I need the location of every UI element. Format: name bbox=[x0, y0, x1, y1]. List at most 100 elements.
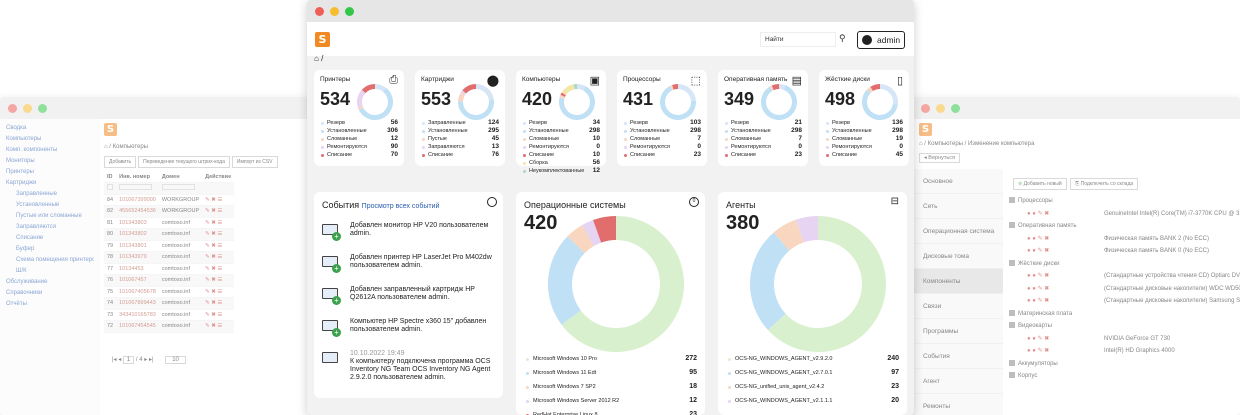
donut-slice[interactable] bbox=[577, 84, 586, 91]
donut-slice[interactable] bbox=[361, 84, 375, 94]
filter-input[interactable] bbox=[119, 184, 153, 191]
minimize-dot[interactable] bbox=[23, 103, 32, 113]
sidebar-item[interactable]: Пустые или сломанные bbox=[16, 213, 82, 219]
stat-card[interactable]: Картриджи ⬤ 553 Заправленные 124 Установленны… bbox=[415, 70, 505, 166]
sidebar-item[interactable]: Заправляются bbox=[16, 224, 56, 230]
toolbar-button[interactable]: Добавить bbox=[104, 156, 137, 168]
donut-slice[interactable] bbox=[773, 219, 804, 251]
component-actions[interactable]: ● ● ✎ ✖ bbox=[1027, 335, 1050, 342]
sidebar-item[interactable]: Мониторы bbox=[6, 158, 35, 164]
pager-next[interactable]: ▸ ▸| bbox=[144, 357, 154, 363]
edit-menu-item[interactable]: Компоненты bbox=[913, 269, 1003, 294]
row-actions[interactable]: ✎ ✖ ☰ bbox=[202, 274, 235, 287]
cell-inv[interactable]: 343410165783 bbox=[116, 309, 159, 321]
component-actions[interactable]: ● ● ✎ ✖ bbox=[1027, 273, 1050, 279]
donut-slice[interactable] bbox=[561, 216, 684, 352]
table-row[interactable]: 72 101067454545 comtoso.inf ✎ ✖ ☰ bbox=[104, 320, 235, 333]
close-dot[interactable] bbox=[8, 103, 17, 113]
sidebar-item[interactable]: Ш/К bbox=[16, 268, 27, 274]
stat-card[interactable]: Компьютеры ▣ 420 Резерв 34 Установленные 298 Сл… bbox=[516, 70, 606, 174]
edit-menu-item[interactable]: Программы bbox=[913, 319, 1003, 344]
user-menu-button[interactable]: admin bbox=[857, 31, 905, 49]
edit-menu-item[interactable]: Операционная система bbox=[913, 219, 1003, 244]
cell-inv[interactable]: 101067454545 bbox=[116, 320, 159, 333]
toolbar-button[interactable]: Переведение текущего штрих-кода bbox=[138, 156, 230, 168]
cell-inv[interactable]: 10134453 bbox=[116, 263, 159, 275]
donut-slice[interactable] bbox=[458, 92, 465, 102]
sidebar-item[interactable]: Комп. компоненты bbox=[6, 147, 58, 153]
legend-item[interactable]: RedHat Enterprise Linux 8 23 bbox=[526, 408, 697, 415]
component-actions[interactable]: ● ● ✎ ✖ bbox=[1027, 248, 1050, 254]
donut-slice[interactable] bbox=[862, 89, 898, 120]
maximize-dot[interactable] bbox=[38, 103, 47, 113]
column-header[interactable]: Домен bbox=[158, 171, 203, 183]
donut-slice[interactable] bbox=[560, 92, 566, 97]
donut-slice[interactable] bbox=[771, 84, 779, 91]
cell-inv[interactable]: 455652454536 bbox=[116, 205, 159, 218]
donut-slice[interactable] bbox=[767, 216, 886, 352]
filter-input[interactable] bbox=[161, 184, 196, 191]
row-actions[interactable]: ✎ ✖ ☰ bbox=[202, 263, 235, 275]
legend-item[interactable]: Microsoft Windows Server 2012 R2 12 bbox=[526, 394, 697, 408]
component-actions[interactable]: ● ● ✎ ✖ bbox=[1027, 285, 1050, 292]
sidebar-item[interactable]: Заправленные bbox=[16, 191, 58, 197]
donut-slice[interactable] bbox=[559, 94, 566, 99]
row-actions[interactable]: ✎ ✖ ☰ bbox=[202, 251, 235, 264]
maximize-dot[interactable] bbox=[345, 6, 354, 16]
donut-slice[interactable] bbox=[462, 84, 476, 94]
edit-menu-item[interactable]: Сеть bbox=[913, 194, 1003, 219]
sidebar-item[interactable]: Отчёты bbox=[6, 301, 27, 307]
donut-slice[interactable] bbox=[559, 86, 595, 120]
close-dot[interactable] bbox=[315, 6, 324, 16]
sidebar-item[interactable]: Компьютеры bbox=[6, 136, 42, 142]
toolbar-button[interactable]: Импорт из CSV bbox=[231, 156, 278, 168]
app-logo[interactable]: S bbox=[315, 32, 330, 47]
column-header[interactable]: Действие bbox=[202, 171, 235, 183]
edit-menu-item[interactable]: События bbox=[913, 344, 1003, 369]
cell-inv[interactable]: 101343803 bbox=[116, 217, 159, 229]
donut-slice[interactable] bbox=[870, 84, 880, 92]
donut-slice[interactable] bbox=[357, 105, 364, 110]
cell-inv[interactable]: 101343802 bbox=[116, 228, 159, 241]
donut-slice[interactable] bbox=[582, 219, 602, 246]
donut-slice[interactable] bbox=[548, 236, 585, 325]
column-header[interactable]: Инв. номер bbox=[116, 171, 159, 183]
donut-slice[interactable] bbox=[678, 84, 696, 102]
donut-slice[interactable] bbox=[769, 85, 774, 91]
donut-slice[interactable] bbox=[672, 84, 678, 90]
legend-item[interactable]: OCS-NG_WINDOWS_AGENT_v2.9.2.0 240 bbox=[728, 352, 899, 366]
stat-card[interactable]: Оперативная память ▤ 349 Резерв 21 Установлен… bbox=[718, 70, 808, 166]
attach-from-stock-button[interactable]: ⎘ Подключить со склада bbox=[1070, 178, 1139, 190]
component-actions[interactable]: ● ● ✎ ✖ bbox=[1027, 348, 1050, 354]
donut-slice[interactable] bbox=[880, 84, 898, 105]
table-row[interactable]: 73 343410165783 comtoso.inf ✎ ✖ ☰ bbox=[104, 309, 235, 321]
edit-menu-item[interactable]: Связи bbox=[913, 294, 1003, 319]
cell-inv[interactable]: 101067899443 bbox=[116, 297, 159, 310]
minimize-dot[interactable] bbox=[936, 103, 945, 113]
donut-slice[interactable] bbox=[750, 232, 790, 331]
close-dot[interactable] bbox=[921, 103, 930, 113]
minimize-dot[interactable] bbox=[330, 6, 339, 16]
sidebar-item[interactable]: Списание bbox=[16, 235, 44, 241]
maximize-dot[interactable] bbox=[951, 103, 960, 113]
pager-first[interactable]: |◂ ◂ bbox=[112, 357, 122, 363]
edit-menu-item[interactable]: Дисковые тома bbox=[913, 244, 1003, 269]
table-row[interactable]: 82 455652454536 WORKGROUP ✎ ✖ ☰ bbox=[104, 205, 235, 218]
sidebar-item[interactable]: Установленные bbox=[16, 202, 60, 208]
row-actions[interactable]: ✎ ✖ ☰ bbox=[202, 194, 235, 206]
sidebar-item[interactable]: Принтеры bbox=[6, 169, 34, 175]
donut-slice[interactable] bbox=[358, 87, 393, 120]
component-actions[interactable]: ● ● ✎ ✖ bbox=[1027, 210, 1050, 217]
stat-card[interactable]: Принтеры ⎙ 534 Резерв 56 Установленные 306 Слом… bbox=[314, 70, 404, 166]
legend-item[interactable]: Microsoft Windows 10 Pro 272 bbox=[526, 352, 697, 366]
stat-card[interactable]: Процессоры ⬚ 431 Резерв 103 Установленные 298 С… bbox=[617, 70, 707, 166]
table-row[interactable]: 78 101343979 comtoso.inf ✎ ✖ ☰ bbox=[104, 251, 235, 264]
donut-slice[interactable] bbox=[660, 85, 696, 120]
table-row[interactable]: 80 101343802 comtoso.inf ✎ ✖ ☰ bbox=[104, 228, 235, 241]
legend-item[interactable]: OCS-NG_WINDOWS_AGENT_v2.1.1.1 20 bbox=[728, 394, 899, 408]
cell-inv[interactable]: 101067405678 bbox=[116, 286, 159, 298]
donut-slice[interactable] bbox=[761, 85, 797, 120]
donut-slice[interactable] bbox=[593, 216, 616, 243]
legend-item[interactable]: Microsoft Windows 11 Edt 95 bbox=[526, 366, 697, 380]
donut-slice[interactable] bbox=[567, 225, 594, 254]
